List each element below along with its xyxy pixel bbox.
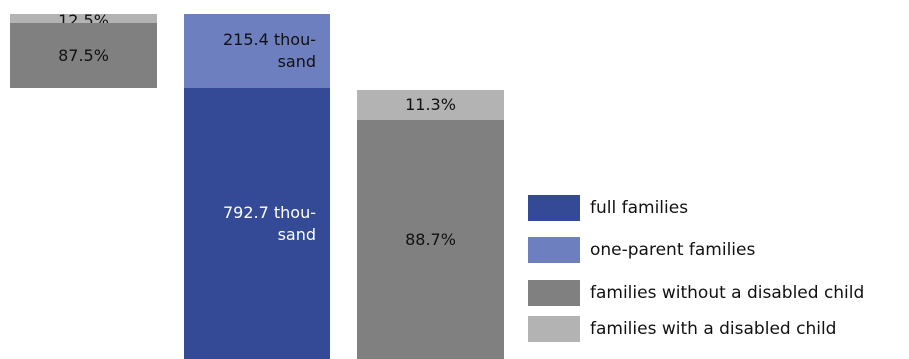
legend-swatch-families-with-disabled-child [528, 316, 580, 342]
legend-swatch-families-without-disabled-child [528, 280, 580, 306]
legend-label-one-parent-families: one-parent families [590, 240, 756, 260]
bar-1-segment-families-with-a-disabled-child [10, 14, 157, 23]
bar-1-label-families-without-a-disabled-child: 87.5% [58, 46, 109, 65]
legend-item-families-with-disabled-child: families with a disabled child [528, 316, 909, 342]
bar-2-segment-families-without-a-disabled-child [357, 120, 504, 359]
legend-label-families-with-disabled-child: families with a disabled child [590, 319, 837, 339]
bar-0-label-one-parent-families: 215.4 thou-sand [222, 30, 316, 71]
legend-swatch-full-families [528, 195, 580, 221]
bar-0-label-full-families: 792.7 thou-sand [222, 203, 316, 244]
legend-item-families-without-disabled-child: families without a disabled child [528, 280, 909, 306]
bar-2-label-families-without-a-disabled-child: 88.7% [405, 230, 456, 249]
legend-item-one-parent-families: one-parent families [528, 237, 909, 263]
legend-swatch-one-parent-families [528, 237, 580, 263]
legend-item-full-families: full families [528, 195, 909, 221]
bar-2-segment-families-with-a-disabled-child [357, 90, 504, 120]
bar-2-label-families-with-a-disabled-child: 11.3% [405, 95, 456, 114]
bar-1-segment-families-without-a-disabled-child [10, 23, 157, 88]
bar-0-segment-one-parent-families [184, 14, 330, 88]
legend-label-families-without-disabled-child: families without a disabled child [590, 283, 865, 303]
bar-0-segment-full-families [184, 88, 330, 359]
legend-label-full-families: full families [590, 198, 689, 218]
